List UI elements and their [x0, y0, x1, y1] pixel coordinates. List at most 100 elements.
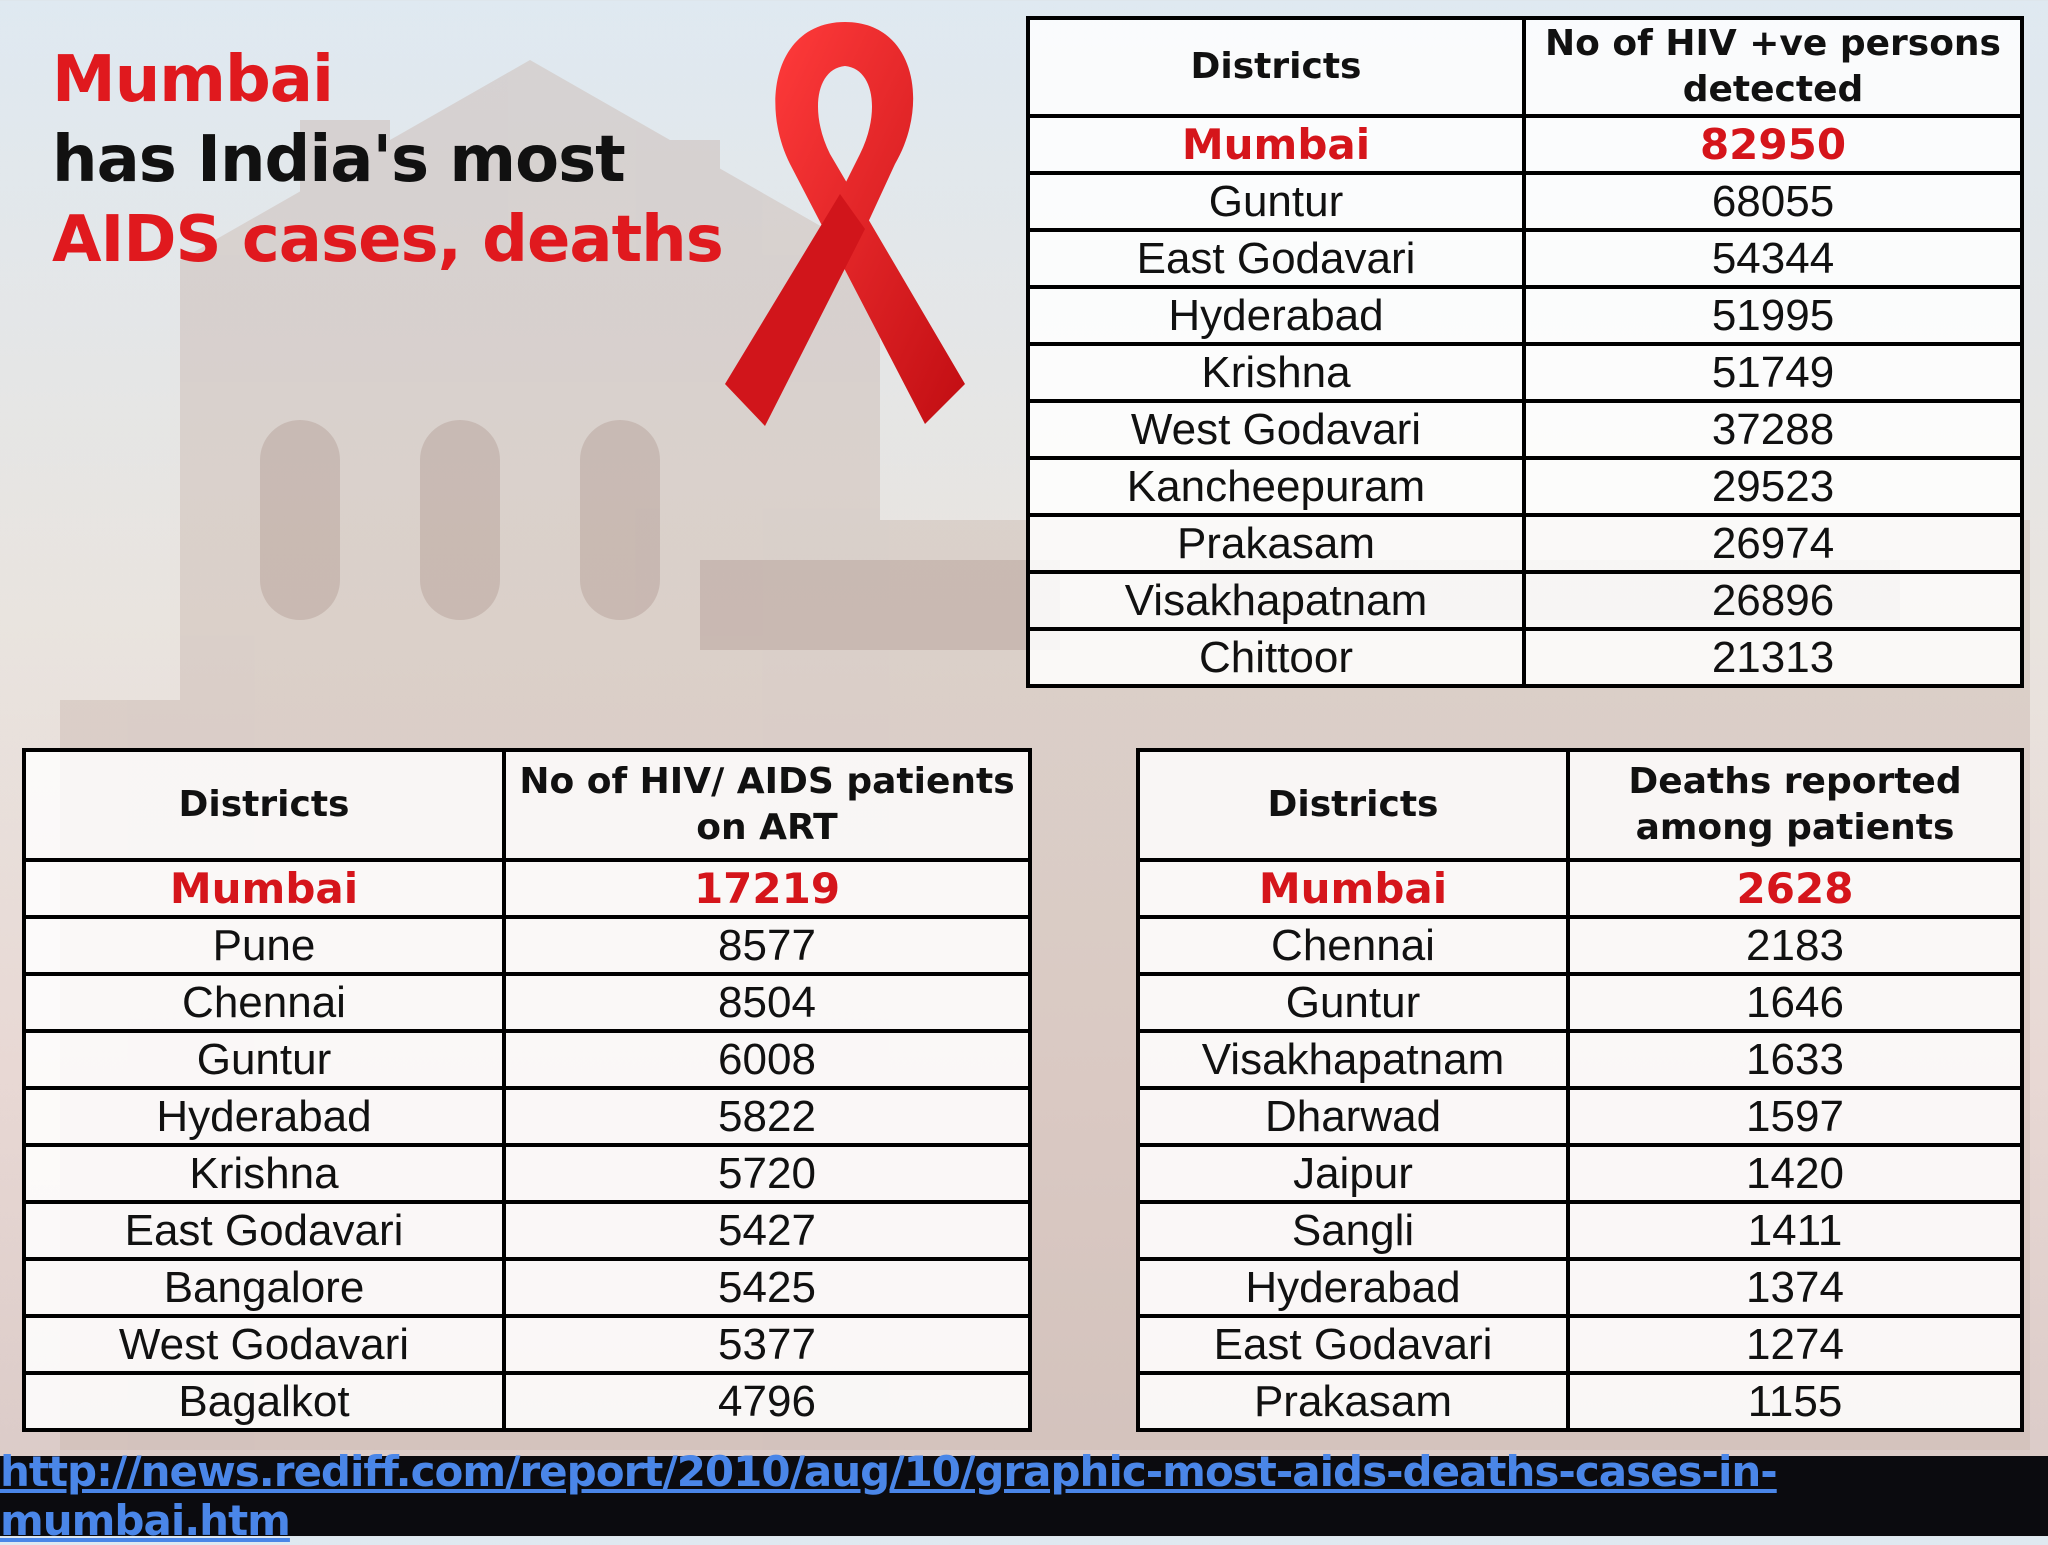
district-cell: Mumbai [22, 858, 506, 919]
table-row: Pune 8577 [22, 915, 1032, 976]
value-cell: 1411 [1566, 1200, 2024, 1261]
header-districts: Districts [1026, 16, 1526, 118]
table-row: Sangli 1411 [1136, 1200, 2024, 1261]
district-cell: Guntur [1026, 171, 1526, 232]
table-hiv-detected: Districts No of HIV +ve persons detected… [1026, 16, 2024, 688]
table-row: Visakhapatnam 26896 [1026, 570, 2024, 631]
district-cell: Krishna [1026, 342, 1526, 403]
district-cell: Kancheepuram [1026, 456, 1526, 517]
table-row: West Godavari 37288 [1026, 399, 2024, 460]
source-bar: http://news.rediff.com/report/2010/aug/1… [0, 1447, 2048, 1545]
value-cell: 51749 [1522, 342, 2024, 403]
value-cell: 1646 [1566, 972, 2024, 1033]
district-cell: Hyderabad [22, 1086, 506, 1147]
district-cell: East Godavari [1136, 1314, 1570, 1375]
district-cell: Dharwad [1136, 1086, 1570, 1147]
table-row: Kancheepuram 29523 [1026, 456, 2024, 517]
table-row: Chittoor 21313 [1026, 627, 2024, 688]
district-cell: Sangli [1136, 1200, 1570, 1261]
table-row: East Godavari 1274 [1136, 1314, 2024, 1375]
table-row: Guntur 1646 [1136, 972, 2024, 1033]
district-cell: Mumbai [1136, 858, 1570, 919]
table-row: Guntur 6008 [22, 1029, 1032, 1090]
table-row: Hyderabad 51995 [1026, 285, 2024, 346]
table-row: Jaipur 1420 [1136, 1143, 2024, 1204]
header-hiv-detected: No of HIV +ve persons detected [1522, 16, 2024, 118]
headline: Mumbai has India's most AIDS cases, deat… [52, 40, 724, 280]
value-cell: 82950 [1522, 114, 2024, 175]
value-cell: 2183 [1566, 915, 2024, 976]
source-link[interactable]: http://news.rediff.com/report/2010/aug/1… [0, 1447, 1778, 1545]
district-cell: Mumbai [1026, 114, 1526, 175]
header-deaths: Deaths reported among patients [1566, 748, 2024, 862]
table-row: Visakhapatnam 1633 [1136, 1029, 2024, 1090]
value-cell: 51995 [1522, 285, 2024, 346]
district-cell: Hyderabad [1026, 285, 1526, 346]
table-row: West Godavari 5377 [22, 1314, 1032, 1375]
value-cell: 68055 [1522, 171, 2024, 232]
district-cell: East Godavari [1026, 228, 1526, 289]
district-cell: Hyderabad [1136, 1257, 1570, 1318]
table-row: Prakasam 1155 [1136, 1371, 2024, 1432]
district-cell: Prakasam [1026, 513, 1526, 574]
district-cell: Jaipur [1136, 1143, 1570, 1204]
value-cell: 29523 [1522, 456, 2024, 517]
table-row: Krishna 5720 [22, 1143, 1032, 1204]
table-row: East Godavari 54344 [1026, 228, 2024, 289]
header-districts: Districts [22, 748, 506, 862]
value-cell: 1633 [1566, 1029, 2024, 1090]
table-row: Bangalore 5425 [22, 1257, 1032, 1318]
table-row: Dharwad 1597 [1136, 1086, 2024, 1147]
district-cell: Chennai [22, 972, 506, 1033]
value-cell: 1374 [1566, 1257, 2024, 1318]
table-deaths: Districts Deaths reported among patients… [1136, 748, 2024, 1432]
table-row: Chennai 2183 [1136, 915, 2024, 976]
table-row: Mumbai 2628 [1136, 858, 2024, 919]
value-cell: 6008 [502, 1029, 1032, 1090]
headline-line-1: Mumbai [52, 43, 334, 117]
value-cell: 8577 [502, 915, 1032, 976]
value-cell: 2628 [1566, 858, 2024, 919]
value-cell: 8504 [502, 972, 1032, 1033]
table-on-art: Districts No of HIV/ AIDS patients on AR… [22, 748, 1032, 1432]
header-districts: Districts [1136, 748, 1570, 862]
district-cell: Bangalore [22, 1257, 506, 1318]
headline-line-3: AIDS cases, deaths [52, 203, 724, 277]
district-cell: Bagalkot [22, 1371, 506, 1432]
table-header-row: Districts No of HIV/ AIDS patients on AR… [22, 748, 1032, 862]
table-row: Mumbai 82950 [1026, 114, 2024, 175]
value-cell: 5822 [502, 1086, 1032, 1147]
value-cell: 5427 [502, 1200, 1032, 1261]
value-cell: 1274 [1566, 1314, 2024, 1375]
district-cell: Chittoor [1026, 627, 1526, 688]
district-cell: Visakhapatnam [1136, 1029, 1570, 1090]
table-header-row: Districts Deaths reported among patients [1136, 748, 2024, 862]
table-row: Bagalkot 4796 [22, 1371, 1032, 1432]
value-cell: 26896 [1522, 570, 2024, 631]
table-row: Hyderabad 1374 [1136, 1257, 2024, 1318]
header-on-art: No of HIV/ AIDS patients on ART [502, 748, 1032, 862]
value-cell: 5720 [502, 1143, 1032, 1204]
value-cell: 5425 [502, 1257, 1032, 1318]
value-cell: 37288 [1522, 399, 2024, 460]
table-row: Hyderabad 5822 [22, 1086, 1032, 1147]
value-cell: 54344 [1522, 228, 2024, 289]
district-cell: Krishna [22, 1143, 506, 1204]
table-row: Guntur 68055 [1026, 171, 2024, 232]
value-cell: 1155 [1566, 1371, 2024, 1432]
district-cell: Guntur [22, 1029, 506, 1090]
table-row: Mumbai 17219 [22, 858, 1032, 919]
value-cell: 1597 [1566, 1086, 2024, 1147]
value-cell: 17219 [502, 858, 1032, 919]
table-row: Chennai 8504 [22, 972, 1032, 1033]
headline-line-2: has India's most [52, 123, 626, 197]
value-cell: 1420 [1566, 1143, 2024, 1204]
district-cell: Prakasam [1136, 1371, 1570, 1432]
red-ribbon-icon [725, 22, 965, 426]
table-row: Prakasam 26974 [1026, 513, 2024, 574]
district-cell: Pune [22, 915, 506, 976]
district-cell: West Godavari [22, 1314, 506, 1375]
table-header-row: Districts No of HIV +ve persons detected [1026, 16, 2024, 118]
table-row: Krishna 51749 [1026, 342, 2024, 403]
district-cell: East Godavari [22, 1200, 506, 1261]
